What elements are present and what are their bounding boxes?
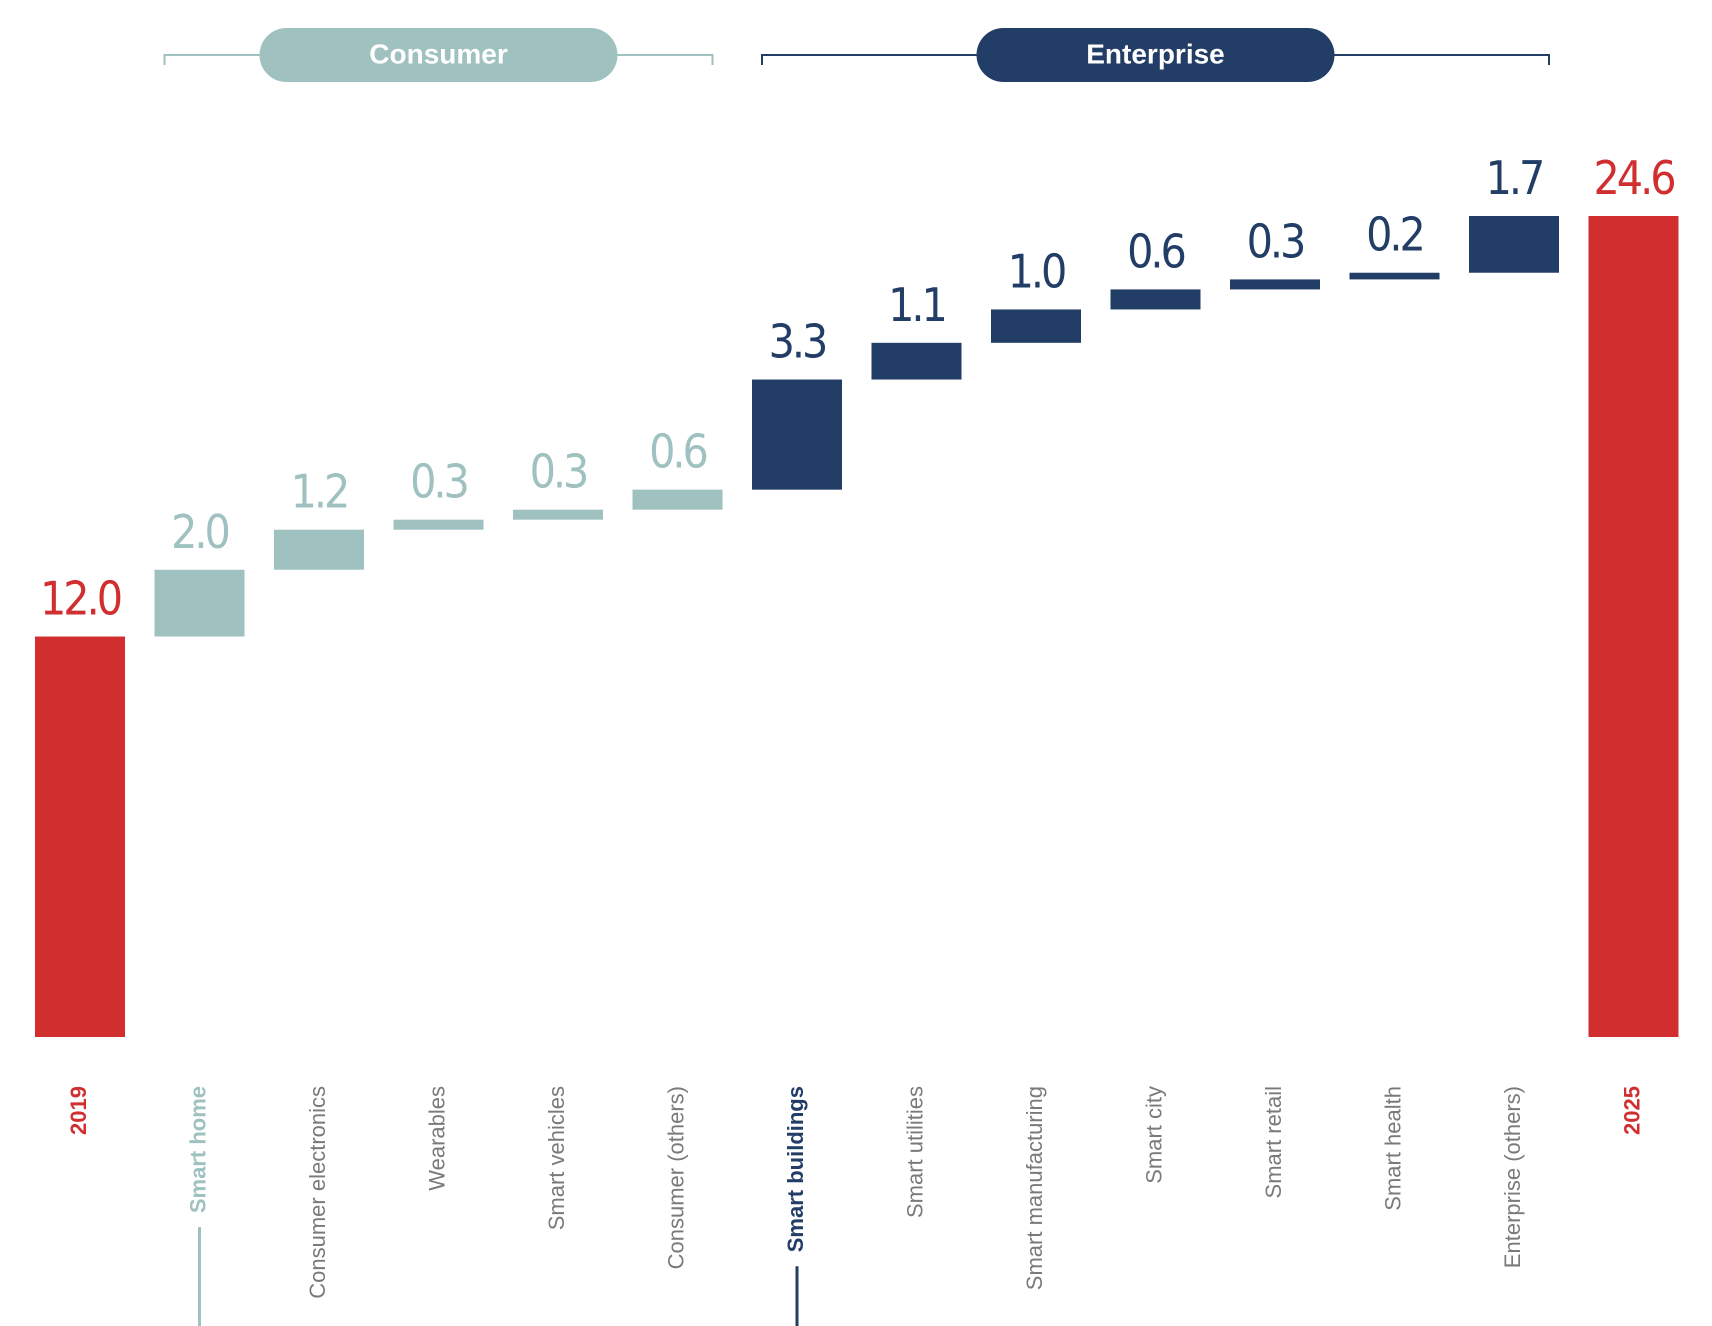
category-label: Smart vehicles <box>544 1086 569 1230</box>
value-label: 1.7 <box>1486 151 1543 205</box>
group-title: Consumer <box>369 38 508 69</box>
bar <box>991 309 1081 343</box>
bar <box>752 379 842 490</box>
bar <box>871 342 962 380</box>
value-label: 0.3 <box>410 455 467 509</box>
category-label: 2025 <box>1619 1086 1644 1135</box>
group-title: Enterprise <box>1086 38 1225 69</box>
bar <box>632 489 723 510</box>
bar <box>35 636 125 1037</box>
value-label: 1.1 <box>888 278 945 332</box>
value-label: 0.3 <box>530 445 587 499</box>
bar <box>393 519 484 530</box>
category-label: Enterprise (others) <box>1500 1086 1525 1268</box>
category-label: Smart manufacturing <box>1022 1086 1047 1290</box>
value-label: 1.0 <box>1008 244 1065 298</box>
value-label: 0.3 <box>1247 214 1304 268</box>
bar <box>1110 289 1201 310</box>
category-label: Smart retail <box>1261 1086 1286 1198</box>
category-label: Consumer electronics <box>305 1086 330 1299</box>
bar <box>1588 216 1679 1037</box>
group-pill <box>259 28 618 82</box>
bar <box>513 509 603 520</box>
group-pill <box>976 28 1335 82</box>
category-label: Smart health <box>1380 1086 1405 1211</box>
category-label: Smart city <box>1141 1086 1166 1184</box>
category-label: Smart home <box>185 1086 210 1213</box>
value-label: 0.6 <box>649 425 706 479</box>
category-label: 2019 <box>66 1086 91 1135</box>
bar <box>1230 279 1320 290</box>
bar <box>1349 272 1440 280</box>
value-label: 24.6 <box>1593 151 1674 205</box>
value-label: 0.2 <box>1366 208 1423 262</box>
bar <box>154 569 245 637</box>
value-label: 3.3 <box>769 315 826 369</box>
category-label: Smart buildings <box>783 1086 808 1252</box>
category-label: Smart utilities <box>902 1086 927 1218</box>
value-label: 0.6 <box>1127 224 1184 278</box>
value-label: 2.0 <box>171 505 228 559</box>
value-label: 12.0 <box>40 572 121 626</box>
value-label: 1.2 <box>291 465 348 519</box>
bar <box>274 529 364 570</box>
category-label: Consumer (others) <box>663 1086 688 1269</box>
category-label: Wearables <box>424 1086 449 1191</box>
bar <box>1469 216 1559 273</box>
